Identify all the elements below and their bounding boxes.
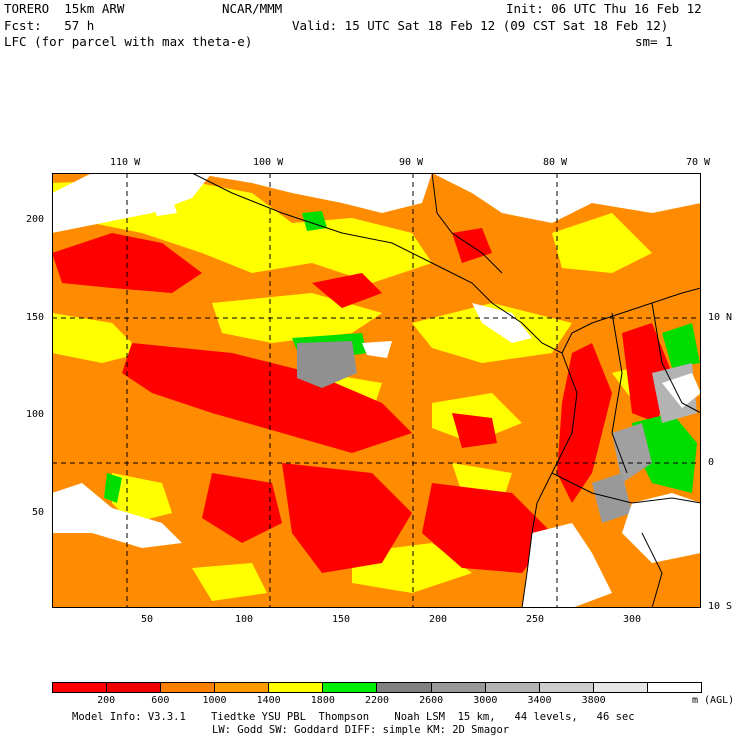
grid-x-150: 150 (332, 614, 351, 625)
grid-x-200: 200 (429, 614, 448, 625)
lat-label-0: 0 (708, 457, 715, 468)
lfc-map (52, 173, 701, 608)
legend-swatch-2 (161, 683, 216, 692)
init-time: Init: 06 UTC Thu 16 Feb 12 (506, 1, 702, 16)
legend-label-2200: 2200 (364, 695, 390, 706)
model-info: Model Info: V3.3.1 Tiedtke YSU PBL Thomp… (72, 711, 635, 723)
legend-swatch-7 (431, 683, 486, 692)
org-label: NCAR/MMM (222, 1, 283, 16)
legend-label-3000: 3000 (473, 695, 498, 706)
legend-swatch-9 (539, 683, 594, 692)
field-1000-1400 (52, 178, 672, 601)
grid-x-100: 100 (235, 614, 254, 625)
legend-label-3400: 3400 (527, 695, 552, 706)
grid-y-150: 150 (25, 312, 44, 323)
legend-swatch-5 (323, 683, 378, 692)
grid-y-200: 200 (25, 214, 44, 225)
legend-swatch-3 (215, 683, 270, 692)
physics-info: LW: Godd SW: Goddard DIFF: simple KM: 2D… (212, 724, 510, 736)
field-1400-1800 (104, 211, 700, 503)
model-title: TORERO 15km ARW (4, 1, 125, 16)
legend-swatch-4 (269, 683, 324, 692)
lat-label-10s: 10 S (708, 601, 733, 612)
legend-swatch-6 (377, 683, 432, 692)
grid-x-300: 300 (623, 614, 642, 625)
legend-label-1000: 1000 (202, 695, 227, 706)
legend-label-600: 600 (151, 695, 170, 706)
coastlines (191, 173, 701, 608)
legend-swatch-10 (593, 683, 648, 692)
legend-label-1400: 1400 (256, 695, 281, 706)
lon-label-80w: 80 W (543, 157, 568, 168)
legend-swatch-8 (485, 683, 540, 692)
legend-swatch-11 (647, 683, 701, 692)
forecast-hour: Fcst: 57 h (4, 18, 95, 33)
field-name: LFC (for parcel with max theta-e) (4, 34, 253, 49)
legend-swatch-1 (107, 683, 162, 692)
smoothing-label: sm= 1 (635, 34, 673, 49)
grid-x-250: 250 (526, 614, 545, 625)
legend-swatch-0 (53, 683, 108, 692)
grid-y-50: 50 (31, 507, 44, 518)
lat-label-10n: 10 N (708, 312, 733, 323)
legend-label-3800: 3800 (581, 695, 606, 706)
color-legend (52, 682, 702, 693)
map-frame (52, 173, 701, 608)
lon-label-90w: 90 W (399, 157, 424, 168)
field-above-3800 (52, 173, 701, 608)
legend-label-200: 200 (97, 695, 116, 706)
valid-time: Valid: 15 UTC Sat 18 Feb 12 (09 CST Sat … (292, 18, 669, 33)
legend-label-2600: 2600 (419, 695, 444, 706)
lon-label-70w: 70 W (686, 157, 711, 168)
lon-label-110w: 110 W (110, 157, 141, 168)
lon-label-100w: 100 W (253, 157, 284, 168)
grid-x-50: 50 (141, 614, 154, 625)
grid-lines (52, 173, 701, 608)
grid-y-100: 100 (25, 409, 44, 420)
legend-label-1800: 1800 (310, 695, 335, 706)
legend-units: m (AGL) (692, 695, 735, 706)
